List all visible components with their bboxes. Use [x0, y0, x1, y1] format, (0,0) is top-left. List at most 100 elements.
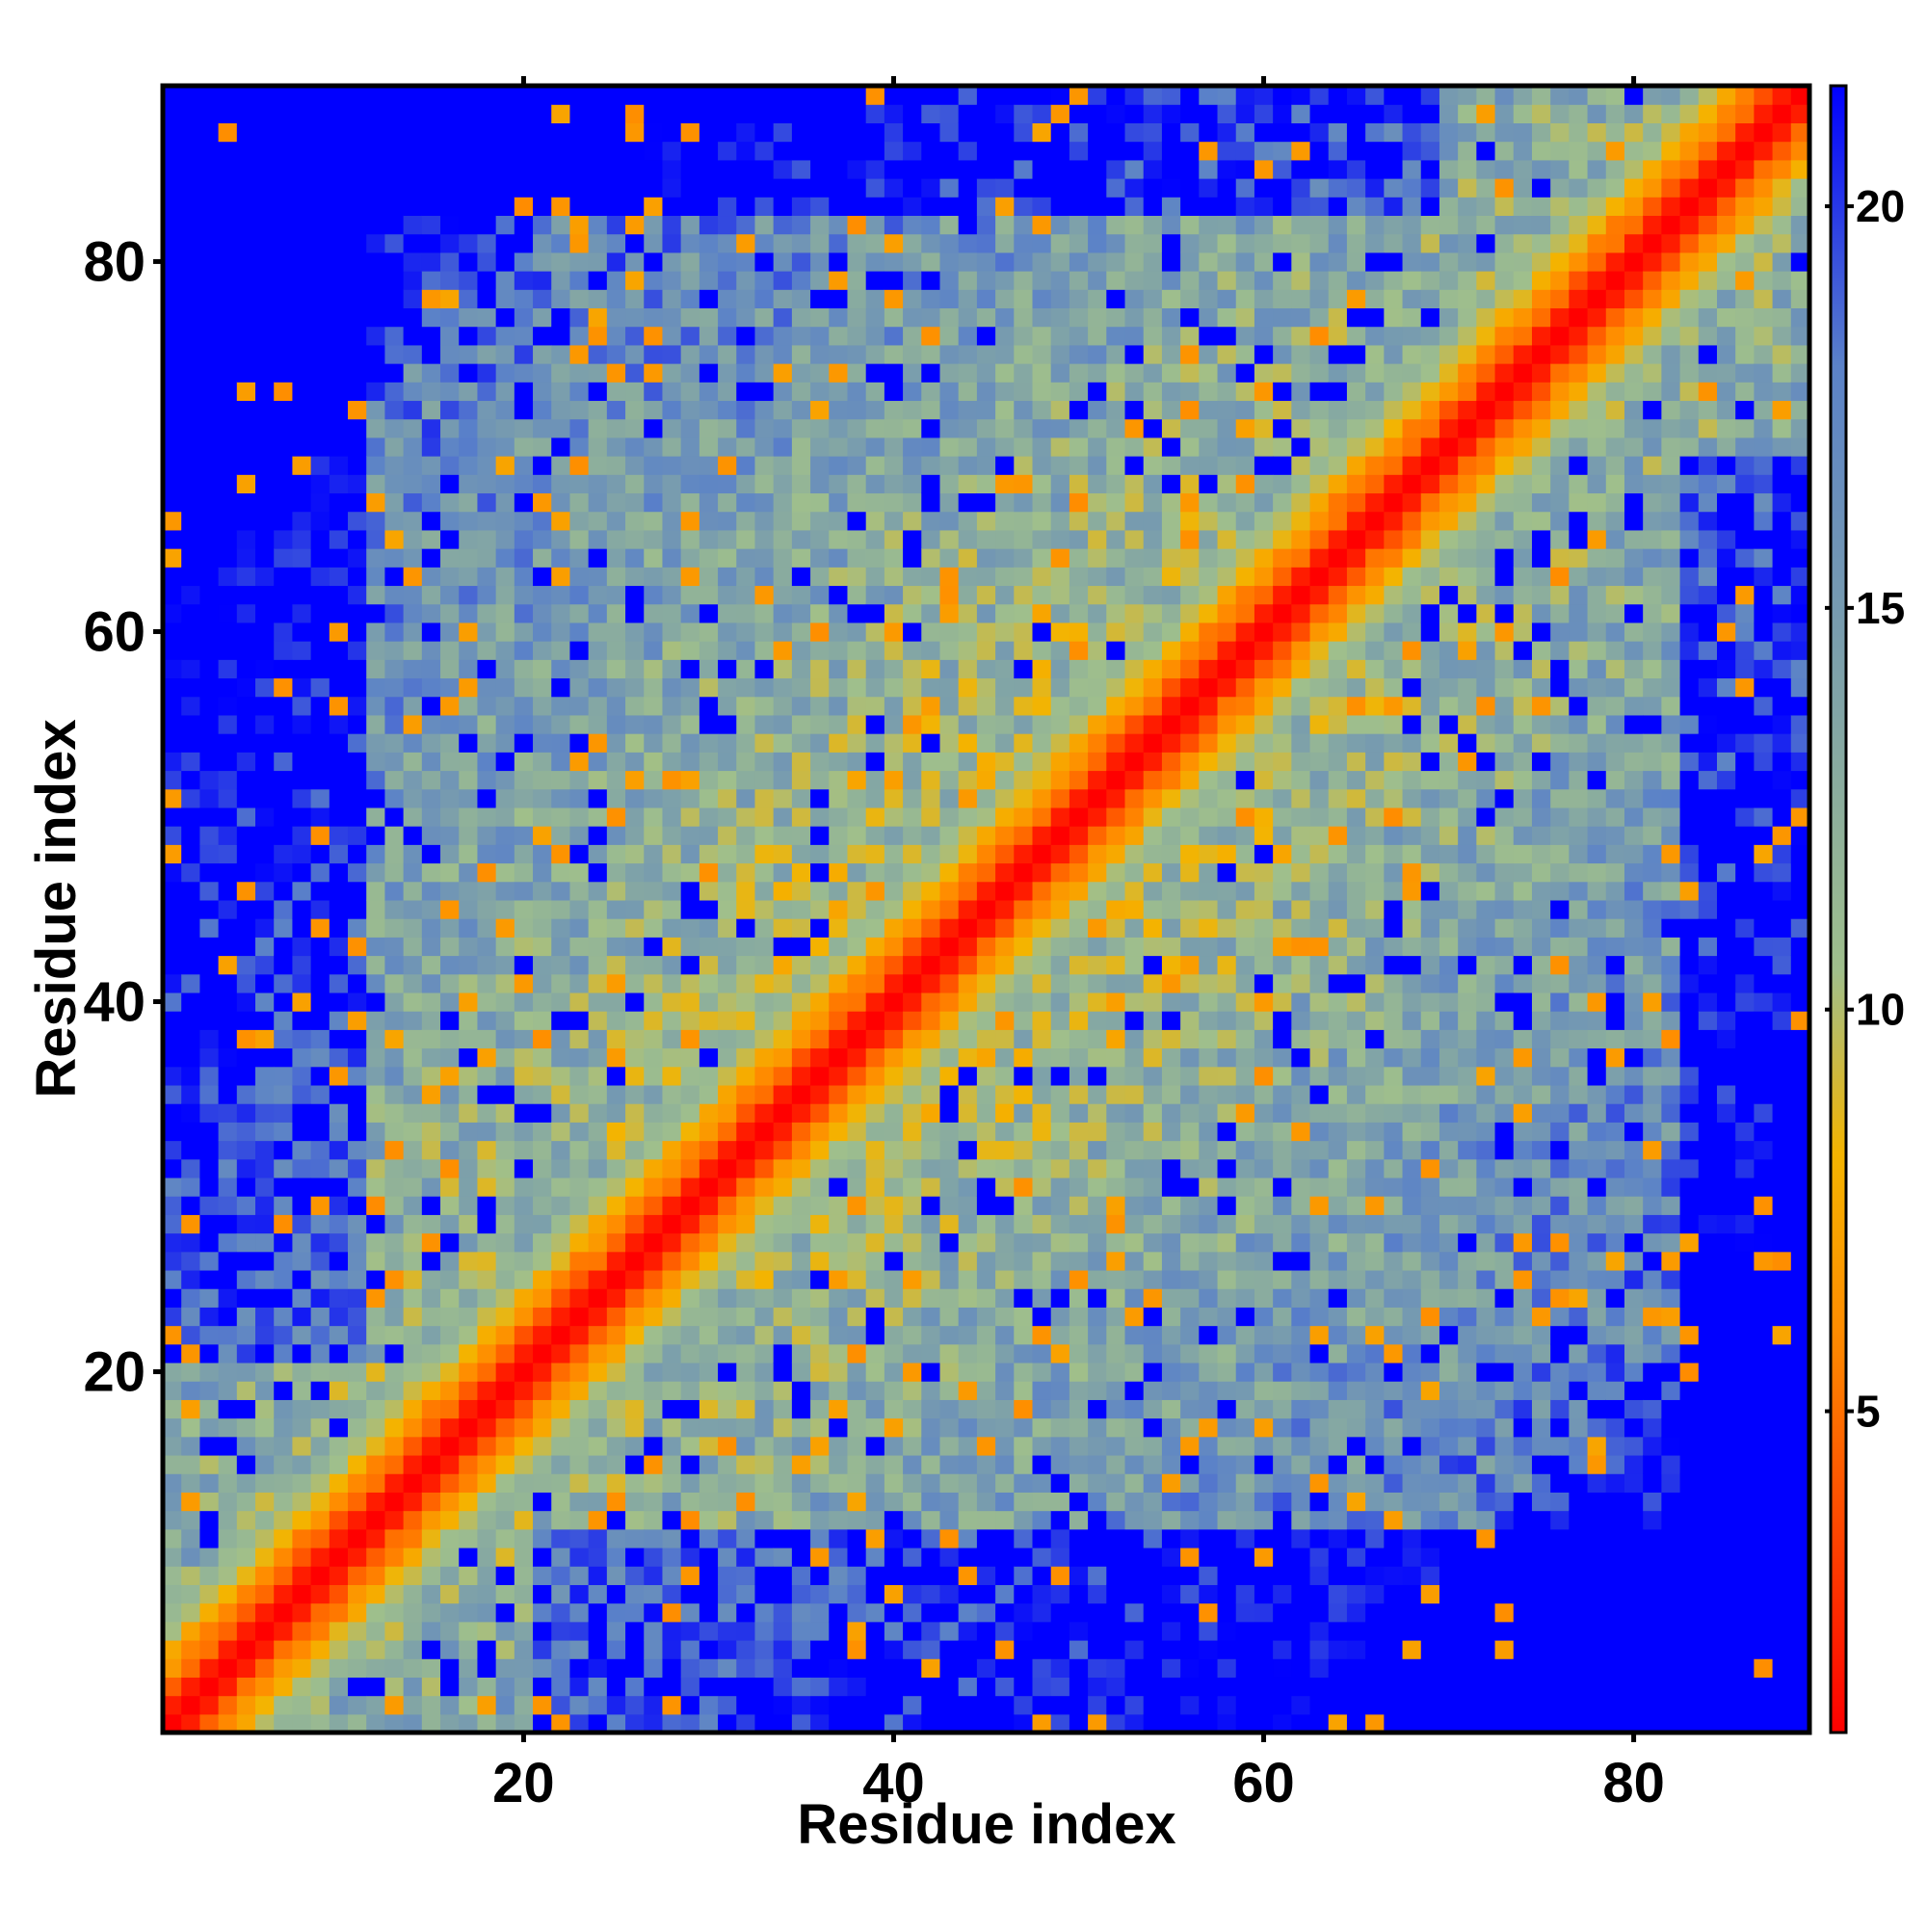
heatmap-cell [366, 659, 386, 679]
heatmap-cell [477, 289, 497, 309]
heatmap-cell [625, 1047, 645, 1068]
heatmap-cell [255, 233, 275, 253]
heatmap-cell [236, 215, 256, 235]
heatmap-cell [218, 159, 238, 179]
heatmap-cell [921, 1492, 941, 1512]
heatmap-cell [403, 251, 423, 272]
heatmap-cell [791, 659, 811, 679]
heatmap-cell [1088, 1269, 1107, 1289]
heatmap-cell [625, 511, 645, 531]
heatmap-cell [976, 326, 996, 346]
heatmap-cell [533, 215, 552, 235]
heatmap-cell [939, 807, 960, 827]
heatmap-cell [348, 1251, 367, 1271]
heatmap-cell [865, 973, 885, 993]
heatmap-cell [736, 807, 756, 827]
heatmap-cell [1143, 696, 1163, 716]
heatmap-cell [403, 1011, 423, 1030]
heatmap-cell [348, 456, 367, 475]
heatmap-cell [588, 1158, 608, 1178]
heatmap-cell [236, 973, 256, 993]
heatmap-cell [865, 1196, 885, 1215]
heatmap-cell [754, 122, 775, 143]
heatmap-cell [255, 1566, 275, 1585]
heatmap-cell [440, 937, 460, 957]
heatmap-cell [181, 1325, 200, 1345]
heatmap-cell [421, 233, 441, 253]
heatmap-cell [588, 456, 608, 475]
heatmap-cell [884, 918, 904, 938]
heatmap-cell [569, 1639, 590, 1659]
heatmap-cell [884, 215, 904, 235]
heatmap-cell [477, 752, 497, 772]
heatmap-cell [533, 1695, 552, 1715]
heatmap-cell [403, 418, 423, 438]
heatmap-cell [1050, 899, 1070, 919]
heatmap-cell [588, 437, 608, 457]
heatmap-cell [1161, 1473, 1181, 1493]
heatmap-cell [403, 1140, 423, 1160]
heatmap-cell [366, 1066, 386, 1086]
heatmap-cell [533, 1621, 552, 1641]
heatmap-cell [958, 1602, 978, 1623]
heatmap-cell [976, 973, 996, 993]
heatmap-cell [791, 1196, 811, 1215]
heatmap-cell [459, 807, 479, 827]
heatmap-cell [680, 511, 700, 531]
heatmap-cell [754, 104, 775, 123]
heatmap-cell [440, 271, 460, 290]
heatmap-cell [699, 86, 719, 105]
heatmap-cell [236, 289, 256, 309]
heatmap-cell [421, 1158, 441, 1178]
heatmap-cell [1161, 326, 1181, 346]
heatmap-cell [829, 1214, 849, 1234]
heatmap-cell [533, 659, 552, 679]
heatmap-cell [718, 178, 737, 198]
heatmap-cell [384, 622, 405, 642]
heatmap-cell [1014, 862, 1034, 883]
heatmap-cell [218, 400, 238, 420]
heatmap-cell [606, 271, 626, 290]
heatmap-cell [495, 1528, 515, 1548]
heatmap-cell [1143, 1436, 1163, 1456]
heatmap-cell [477, 1677, 497, 1697]
heatmap-cell [1106, 1399, 1126, 1419]
heatmap-cell [236, 418, 256, 438]
heatmap-cell [680, 788, 700, 808]
heatmap-cell [329, 1399, 349, 1419]
heatmap-cell [884, 1269, 904, 1289]
heatmap-cell [995, 456, 1015, 475]
heatmap-cell [884, 1325, 904, 1345]
heatmap-cell [1143, 1011, 1163, 1030]
heatmap-cell [1124, 1399, 1145, 1419]
heatmap-cell [791, 585, 811, 605]
heatmap-cell [292, 770, 312, 790]
heatmap-cell [310, 1029, 330, 1049]
heatmap-cell [847, 1011, 867, 1030]
heatmap-cell [1124, 271, 1145, 290]
heatmap-cell [847, 1713, 867, 1734]
heatmap-cell [939, 233, 960, 253]
heatmap-cell [662, 1177, 682, 1197]
heatmap-cell [310, 899, 330, 919]
heatmap-cell [366, 197, 386, 217]
heatmap-cell [829, 511, 849, 531]
heatmap-cell [644, 659, 664, 679]
heatmap-cell [1143, 1103, 1163, 1123]
heatmap-cell [329, 1122, 349, 1142]
heatmap-cell [791, 1011, 811, 1030]
heatmap-cell [1143, 382, 1163, 402]
heatmap-cell [348, 326, 367, 346]
heatmap-cell [1180, 937, 1200, 957]
heatmap-cell [1106, 492, 1126, 513]
heatmap-cell [976, 1436, 996, 1456]
heatmap-cell [1124, 307, 1145, 328]
heatmap-cell [514, 141, 534, 161]
heatmap-cell [1032, 862, 1052, 883]
heatmap-cell [274, 567, 294, 587]
heatmap-cell [329, 677, 349, 698]
heatmap-cell [495, 1288, 515, 1308]
heatmap-cell [310, 659, 330, 679]
heatmap-cell [625, 1399, 645, 1419]
heatmap-cell [274, 1158, 294, 1178]
